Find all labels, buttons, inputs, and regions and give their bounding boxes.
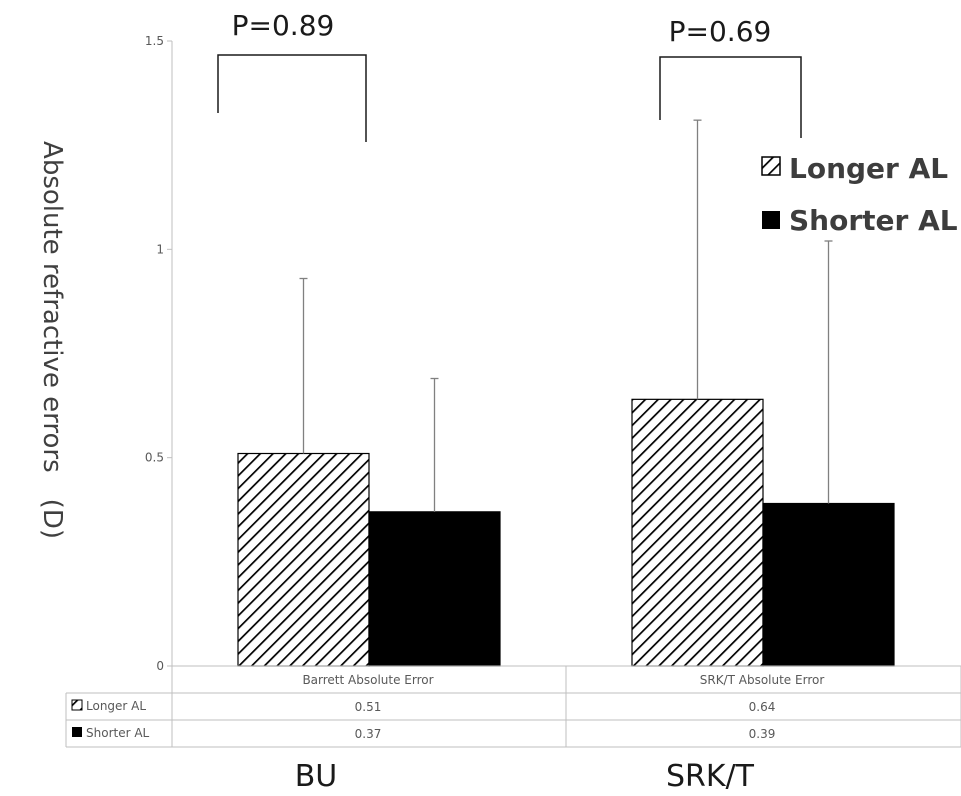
group-label-bu: BU [295, 759, 338, 794]
table-cell: 0.37 [355, 727, 382, 741]
legend-label: Shorter AL [789, 204, 958, 237]
bar-shorter-al [368, 511, 501, 667]
bar-shorter-al [762, 502, 895, 667]
significance-bracket-barrett: P=0.89 [217, 9, 367, 142]
data-table: Barrett Absolute Error SRK/T Absolute Er… [65, 665, 961, 748]
table-cell: 0.51 [355, 700, 382, 714]
significance-bracket-srkt: P=0.69 [659, 15, 802, 138]
group-label-srkt: SRK/T [666, 759, 755, 794]
y-tick-label: 1 [156, 242, 164, 256]
y-axis-title: Absolute refractive errors (D) [37, 141, 67, 539]
table-header-cell: SRK/T Absolute Error [700, 673, 825, 687]
legend: Longer AL Shorter AL [761, 152, 958, 237]
legend-label: Longer AL [789, 152, 948, 185]
y-tick-label: 0 [156, 659, 164, 673]
y-tick-label: 1.5 [145, 34, 164, 48]
table-row-label: Shorter AL [86, 726, 150, 740]
table-header-cell: Barrett Absolute Error [302, 673, 433, 687]
y-ticks: 0 0.5 1 1.5 [145, 34, 172, 673]
table-swatch-longer-al [71, 699, 83, 711]
table-swatch-shorter-al [72, 727, 82, 737]
p-value-label: P=0.69 [669, 15, 772, 48]
legend-swatch-shorter-al [762, 211, 780, 229]
bars [237, 398, 895, 667]
table-cell: 0.39 [749, 727, 776, 741]
table-cell: 0.64 [749, 700, 776, 714]
bar-longer-al [631, 398, 764, 667]
bar-longer-al [237, 452, 370, 667]
p-value-label: P=0.89 [232, 9, 335, 42]
y-tick-label: 0.5 [145, 451, 164, 465]
table-row-label: Longer AL [86, 699, 146, 713]
error-bars [299, 119, 833, 512]
legend-swatch-longer-al [761, 156, 781, 176]
